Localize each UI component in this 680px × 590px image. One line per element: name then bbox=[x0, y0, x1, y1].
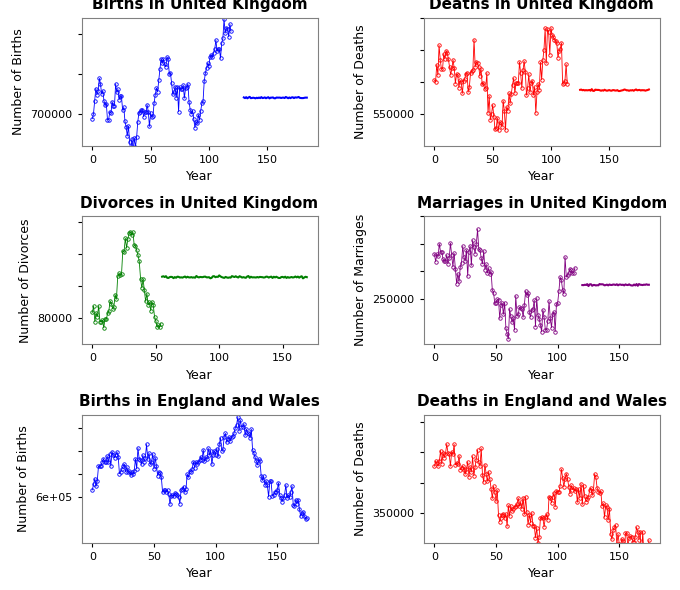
X-axis label: Year: Year bbox=[528, 369, 555, 382]
Y-axis label: Number of Marriages: Number of Marriages bbox=[354, 214, 367, 346]
X-axis label: Year: Year bbox=[186, 171, 213, 183]
X-axis label: Year: Year bbox=[186, 369, 213, 382]
Title: Births in United Kingdom: Births in United Kingdom bbox=[92, 0, 307, 12]
Y-axis label: Number of Deaths: Number of Deaths bbox=[354, 24, 367, 139]
X-axis label: Year: Year bbox=[528, 568, 555, 581]
Y-axis label: Number of Divorces: Number of Divorces bbox=[19, 218, 32, 343]
Y-axis label: Number of Deaths: Number of Deaths bbox=[354, 421, 367, 536]
Title: Deaths in England and Wales: Deaths in England and Wales bbox=[417, 394, 666, 409]
Title: Births in England and Wales: Births in England and Wales bbox=[79, 394, 320, 409]
Title: Marriages in United Kingdom: Marriages in United Kingdom bbox=[417, 196, 667, 211]
Title: Deaths in United Kingdom: Deaths in United Kingdom bbox=[429, 0, 654, 12]
Y-axis label: Number of Births: Number of Births bbox=[17, 425, 30, 532]
Title: Divorces in United Kingdom: Divorces in United Kingdom bbox=[80, 196, 319, 211]
X-axis label: Year: Year bbox=[186, 568, 213, 581]
X-axis label: Year: Year bbox=[528, 171, 555, 183]
Y-axis label: Number of Births: Number of Births bbox=[12, 28, 25, 135]
